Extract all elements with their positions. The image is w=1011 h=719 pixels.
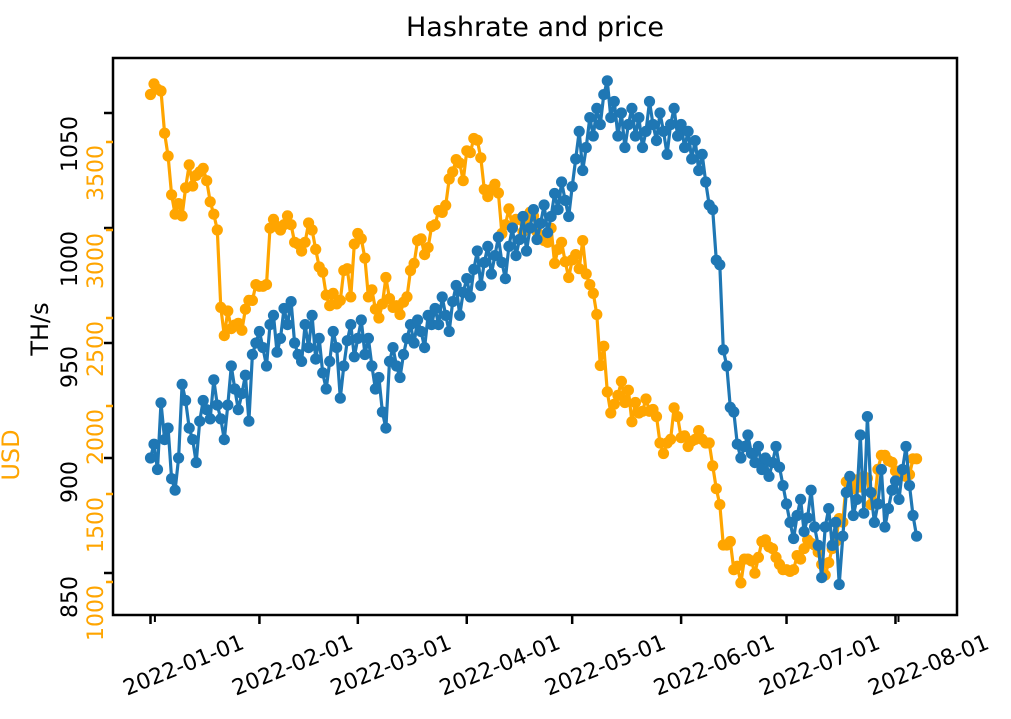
svg-text:2022-01-01: 2022-01-01: [120, 630, 248, 701]
svg-text:3500: 3500: [84, 145, 109, 201]
svg-text:2022-05-01: 2022-05-01: [542, 630, 670, 701]
svg-text:2022-04-01: 2022-04-01: [436, 630, 564, 701]
svg-text:1000: 1000: [84, 585, 109, 641]
svg-text:950: 950: [58, 346, 83, 388]
hashrate-series: [144, 75, 923, 591]
svg-text:2000: 2000: [84, 409, 109, 465]
svg-text:2500: 2500: [84, 321, 109, 377]
svg-text:850: 850: [58, 576, 83, 618]
svg-text:900: 900: [58, 461, 83, 503]
chart-title: Hashrate and price: [405, 12, 665, 43]
svg-text:2022-06-01: 2022-06-01: [650, 630, 778, 701]
y-axis-hashrate: 850 900 950 1000 1050: [58, 111, 113, 618]
svg-text:1500: 1500: [84, 497, 109, 553]
x-axis: 2022-01-012022-02-012022-03-012022-04-01…: [120, 615, 993, 701]
plot-spines: [111, 56, 959, 617]
svg-text:3000: 3000: [84, 233, 109, 289]
svg-text:2022-07-01: 2022-07-01: [756, 630, 884, 701]
y-axis-price: 1000 1500 2000 2500 3000 3500: [84, 140, 113, 641]
svg-text:1000: 1000: [58, 231, 83, 287]
svg-text:1050: 1050: [58, 116, 83, 172]
svg-text:2022-08-01: 2022-08-01: [865, 630, 993, 701]
